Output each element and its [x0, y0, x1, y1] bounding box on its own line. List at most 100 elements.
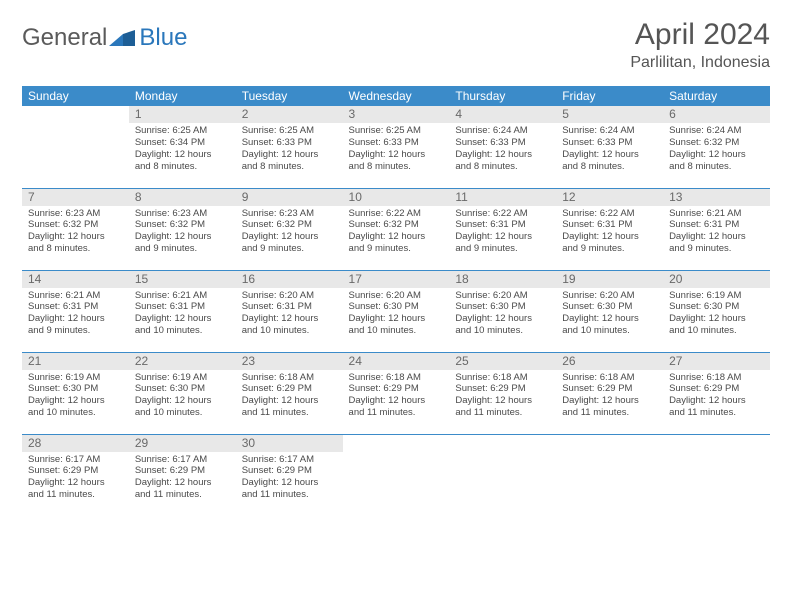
sunset-text: Sunset: 6:32 PM: [28, 219, 123, 231]
sunrise-text: Sunrise: 6:20 AM: [455, 290, 550, 302]
sunset-text: Sunset: 6:32 PM: [135, 219, 230, 231]
day-number: 19: [556, 271, 663, 288]
day-info: Sunrise: 6:24 AMSunset: 6:33 PMDaylight:…: [556, 123, 663, 177]
day-info: Sunrise: 6:21 AMSunset: 6:31 PMDaylight:…: [22, 288, 129, 342]
daylight-text: Daylight: 12 hours and 11 minutes.: [349, 395, 444, 419]
sunset-text: Sunset: 6:29 PM: [242, 465, 337, 477]
logo-mark-icon: [109, 28, 137, 48]
daylight-text: Daylight: 12 hours and 8 minutes.: [135, 149, 230, 173]
sunset-text: Sunset: 6:29 PM: [669, 383, 764, 395]
day-number: [449, 435, 556, 452]
sunrise-text: Sunrise: 6:22 AM: [349, 208, 444, 220]
sunset-text: Sunset: 6:33 PM: [455, 137, 550, 149]
calendar-cell: 26Sunrise: 6:18 AMSunset: 6:29 PMDayligh…: [556, 352, 663, 434]
sunset-text: Sunset: 6:29 PM: [28, 465, 123, 477]
daylight-text: Daylight: 12 hours and 11 minutes.: [242, 395, 337, 419]
logo: General Blue: [22, 18, 187, 52]
calendar-row: 14Sunrise: 6:21 AMSunset: 6:31 PMDayligh…: [22, 270, 770, 352]
calendar-cell: 18Sunrise: 6:20 AMSunset: 6:30 PMDayligh…: [449, 270, 556, 352]
daylight-text: Daylight: 12 hours and 9 minutes.: [455, 231, 550, 255]
sunset-text: Sunset: 6:30 PM: [669, 301, 764, 313]
sunrise-text: Sunrise: 6:17 AM: [28, 454, 123, 466]
day-info: Sunrise: 6:24 AMSunset: 6:32 PMDaylight:…: [663, 123, 770, 177]
day-info: Sunrise: 6:18 AMSunset: 6:29 PMDaylight:…: [343, 370, 450, 424]
day-number: [22, 106, 129, 123]
day-number: 2: [236, 106, 343, 123]
sunset-text: Sunset: 6:29 PM: [455, 383, 550, 395]
calendar-cell: 27Sunrise: 6:18 AMSunset: 6:29 PMDayligh…: [663, 352, 770, 434]
daylight-text: Daylight: 12 hours and 10 minutes.: [242, 313, 337, 337]
calendar-cell: 12Sunrise: 6:22 AMSunset: 6:31 PMDayligh…: [556, 188, 663, 270]
calendar-row: 7Sunrise: 6:23 AMSunset: 6:32 PMDaylight…: [22, 188, 770, 270]
daylight-text: Daylight: 12 hours and 8 minutes.: [562, 149, 657, 173]
day-info: Sunrise: 6:17 AMSunset: 6:29 PMDaylight:…: [22, 452, 129, 506]
day-number: 29: [129, 435, 236, 452]
daylight-text: Daylight: 12 hours and 10 minutes.: [135, 395, 230, 419]
daylight-text: Daylight: 12 hours and 10 minutes.: [669, 313, 764, 337]
sunrise-text: Sunrise: 6:25 AM: [242, 125, 337, 137]
sunrise-text: Sunrise: 6:17 AM: [135, 454, 230, 466]
day-info: Sunrise: 6:17 AMSunset: 6:29 PMDaylight:…: [129, 452, 236, 506]
day-info: Sunrise: 6:24 AMSunset: 6:33 PMDaylight:…: [449, 123, 556, 177]
weekday-header: Thursday: [449, 86, 556, 106]
location-label: Parlilitan, Indonesia: [630, 54, 770, 72]
daylight-text: Daylight: 12 hours and 8 minutes.: [455, 149, 550, 173]
sunset-text: Sunset: 6:29 PM: [349, 383, 444, 395]
calendar-cell: 4Sunrise: 6:24 AMSunset: 6:33 PMDaylight…: [449, 106, 556, 188]
weekday-header: Friday: [556, 86, 663, 106]
calendar-cell: 10Sunrise: 6:22 AMSunset: 6:32 PMDayligh…: [343, 188, 450, 270]
day-info: Sunrise: 6:22 AMSunset: 6:32 PMDaylight:…: [343, 206, 450, 260]
sunset-text: Sunset: 6:31 PM: [455, 219, 550, 231]
day-info: Sunrise: 6:20 AMSunset: 6:30 PMDaylight:…: [556, 288, 663, 342]
day-info: Sunrise: 6:20 AMSunset: 6:30 PMDaylight:…: [449, 288, 556, 342]
weekday-header: Wednesday: [343, 86, 450, 106]
sunrise-text: Sunrise: 6:23 AM: [242, 208, 337, 220]
weekday-header: Monday: [129, 86, 236, 106]
calendar-cell: 13Sunrise: 6:21 AMSunset: 6:31 PMDayligh…: [663, 188, 770, 270]
day-info: Sunrise: 6:20 AMSunset: 6:30 PMDaylight:…: [343, 288, 450, 342]
header-right: April 2024 Parlilitan, Indonesia: [630, 18, 770, 72]
sunset-text: Sunset: 6:32 PM: [242, 219, 337, 231]
daylight-text: Daylight: 12 hours and 11 minutes.: [28, 477, 123, 501]
logo-text-blue: Blue: [139, 24, 187, 52]
calendar-cell: 29Sunrise: 6:17 AMSunset: 6:29 PMDayligh…: [129, 434, 236, 516]
day-number: 9: [236, 189, 343, 206]
sunset-text: Sunset: 6:30 PM: [455, 301, 550, 313]
daylight-text: Daylight: 12 hours and 10 minutes.: [562, 313, 657, 337]
sunset-text: Sunset: 6:30 PM: [28, 383, 123, 395]
sunrise-text: Sunrise: 6:22 AM: [562, 208, 657, 220]
sunrise-text: Sunrise: 6:25 AM: [349, 125, 444, 137]
sunrise-text: Sunrise: 6:20 AM: [242, 290, 337, 302]
weekday-header: Saturday: [663, 86, 770, 106]
daylight-text: Daylight: 12 hours and 11 minutes.: [562, 395, 657, 419]
day-number: 8: [129, 189, 236, 206]
day-number: 5: [556, 106, 663, 123]
sunrise-text: Sunrise: 6:18 AM: [455, 372, 550, 384]
day-info: Sunrise: 6:18 AMSunset: 6:29 PMDaylight:…: [663, 370, 770, 424]
day-number: 12: [556, 189, 663, 206]
sunset-text: Sunset: 6:29 PM: [242, 383, 337, 395]
daylight-text: Daylight: 12 hours and 9 minutes.: [242, 231, 337, 255]
day-info: Sunrise: 6:23 AMSunset: 6:32 PMDaylight:…: [236, 206, 343, 260]
day-number: 7: [22, 189, 129, 206]
calendar-cell: 15Sunrise: 6:21 AMSunset: 6:31 PMDayligh…: [129, 270, 236, 352]
sunset-text: Sunset: 6:29 PM: [562, 383, 657, 395]
day-number: 14: [22, 271, 129, 288]
sunrise-text: Sunrise: 6:18 AM: [242, 372, 337, 384]
sunrise-text: Sunrise: 6:18 AM: [669, 372, 764, 384]
day-info: Sunrise: 6:21 AMSunset: 6:31 PMDaylight:…: [663, 206, 770, 260]
sunrise-text: Sunrise: 6:23 AM: [135, 208, 230, 220]
daylight-text: Daylight: 12 hours and 9 minutes.: [669, 231, 764, 255]
day-number: [663, 435, 770, 452]
day-info: Sunrise: 6:22 AMSunset: 6:31 PMDaylight:…: [556, 206, 663, 260]
day-info: Sunrise: 6:19 AMSunset: 6:30 PMDaylight:…: [129, 370, 236, 424]
sunset-text: Sunset: 6:30 PM: [562, 301, 657, 313]
sunrise-text: Sunrise: 6:22 AM: [455, 208, 550, 220]
day-number: 4: [449, 106, 556, 123]
daylight-text: Daylight: 12 hours and 9 minutes.: [562, 231, 657, 255]
sunset-text: Sunset: 6:31 PM: [28, 301, 123, 313]
calendar-cell: 2Sunrise: 6:25 AMSunset: 6:33 PMDaylight…: [236, 106, 343, 188]
day-info: Sunrise: 6:22 AMSunset: 6:31 PMDaylight:…: [449, 206, 556, 260]
day-info: Sunrise: 6:25 AMSunset: 6:34 PMDaylight:…: [129, 123, 236, 177]
day-number: 30: [236, 435, 343, 452]
